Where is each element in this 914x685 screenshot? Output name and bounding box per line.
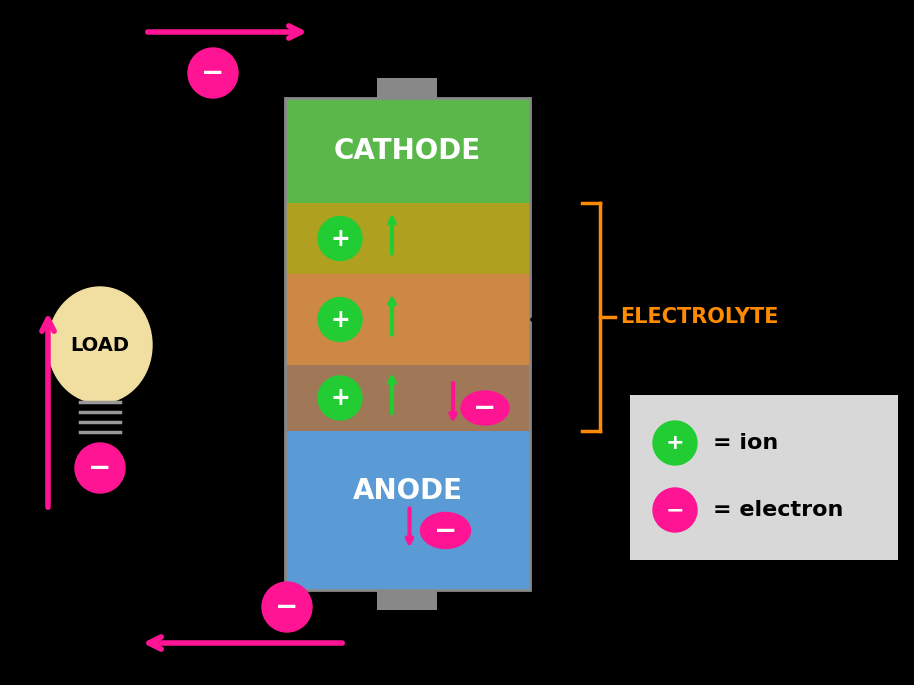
Text: = electron: = electron	[713, 500, 844, 520]
Text: +: +	[665, 433, 685, 453]
Bar	[285, 203, 530, 274]
Text: +: +	[330, 227, 350, 251]
Text: +: +	[330, 386, 350, 410]
Text: CATHODE: CATHODE	[334, 136, 481, 164]
Circle shape	[318, 297, 362, 342]
Text: LOAD: LOAD	[70, 336, 130, 355]
Text: −: −	[201, 59, 225, 87]
Bar	[285, 365, 530, 431]
Text: +: +	[330, 308, 350, 332]
Circle shape	[653, 421, 697, 465]
Bar	[630, 395, 898, 560]
Circle shape	[318, 376, 362, 420]
Ellipse shape	[461, 391, 509, 425]
Circle shape	[262, 582, 312, 632]
Text: ELECTROLYTE: ELECTROLYTE	[620, 307, 779, 327]
Circle shape	[188, 48, 238, 98]
Text: −: −	[434, 516, 457, 545]
Bar	[285, 431, 530, 590]
Text: −: −	[665, 500, 685, 520]
Bar	[285, 98, 530, 203]
Bar	[285, 98, 530, 590]
Circle shape	[653, 488, 697, 532]
Ellipse shape	[48, 287, 152, 403]
Bar	[285, 274, 530, 365]
Ellipse shape	[420, 512, 471, 549]
Text: −: −	[275, 593, 299, 621]
Text: −: −	[89, 454, 112, 482]
Text: −: −	[473, 394, 496, 422]
Bar	[377, 78, 437, 98]
Circle shape	[75, 443, 125, 493]
Text: = ion: = ion	[713, 433, 778, 453]
Circle shape	[318, 216, 362, 260]
Bar	[377, 590, 437, 610]
Text: ANODE: ANODE	[353, 477, 462, 504]
